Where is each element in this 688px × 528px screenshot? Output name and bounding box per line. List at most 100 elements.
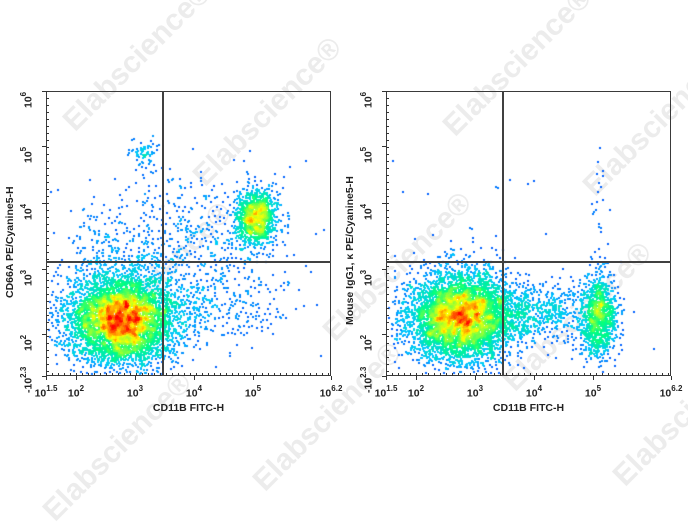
y-minor-tick [46,245,49,246]
tick-exponent: 5 [596,384,602,393]
y-minor-tick [386,280,389,281]
x-minor-tick [482,373,483,376]
tick-exponent: 4 [359,203,368,209]
tick-base: 10 [22,274,35,286]
x-minor-tick [440,373,441,376]
x-minor-tick [650,373,651,376]
tick-exponent: 3 [19,269,28,275]
x-minor-tick [160,373,161,376]
tick-exponent: 4 [537,384,543,393]
tick-base: 10 [525,387,538,400]
tick-exponent: 2.3 [359,366,368,378]
y-tick-mark [382,376,386,377]
y-minor-tick [46,231,49,232]
x-minor-tick [518,373,519,376]
tick-base: 10 [659,387,672,400]
y-minor-tick [386,147,389,148]
x-minor-tick [554,373,555,376]
tick-base: 10 [67,387,80,400]
x-minor-tick [392,373,393,376]
x-tick-label: 102 [408,384,424,400]
tick-base: -10 [22,377,35,393]
y-tick-label: 103 [359,269,375,286]
y-axis-label: CD66A PE/Cyanine5-H [4,186,16,299]
x-minor-tick [154,373,155,376]
x-minor-tick [596,373,597,376]
x-minor-tick [662,373,663,376]
y-minor-tick [386,189,389,190]
tick-exponent: 3 [478,384,484,393]
x-tick-label: 106.2 [659,384,683,400]
x-minor-tick [190,373,191,376]
plot-right: 101.5 102 103 104 105 106.2 -102.3 102 103 104 105… [344,91,682,414]
x-tick-mark [253,376,254,380]
x-minor-tick [64,373,65,376]
tick-exponent: 5 [256,384,262,393]
plot-frame [386,91,671,376]
x-minor-tick [644,373,645,376]
y-minor-tick [386,259,389,260]
plot-left: 101.5 102 103 104 105 106.2 -102.3 102 103 104 105… [4,91,342,414]
y-minor-tick [46,91,49,92]
tick-exponent: 3 [359,269,368,275]
y-tick-mark [382,91,386,92]
x-minor-tick [524,373,525,376]
x-minor-tick [464,373,465,376]
x-minor-tick [76,373,77,376]
x-minor-tick [476,373,477,376]
x-minor-tick [118,373,119,376]
y-minor-tick [46,308,49,309]
y-minor-tick [386,315,389,316]
tick-exponent: 6.2 [331,384,343,393]
tick-exponent: 3 [138,384,144,393]
tick-base: 10 [466,387,479,400]
x-minor-tick [46,373,47,376]
x-tick-mark [593,376,594,380]
tick-exponent: 2 [359,334,368,340]
x-minor-tick [452,373,453,376]
x-minor-tick [310,373,311,376]
x-minor-tick [386,373,387,376]
quadrant-gate-horizontal[interactable] [386,261,671,263]
x-minor-tick [82,373,83,376]
y-minor-tick [46,119,49,120]
x-minor-tick [268,373,269,376]
tick-exponent: 1.5 [46,384,58,393]
y-minor-tick [46,371,49,372]
x-minor-tick [280,373,281,376]
x-minor-tick [58,373,59,376]
quadrant-gate-vertical[interactable] [162,91,164,376]
y-minor-tick [386,231,389,232]
y-tick-label: 104 [19,204,35,220]
x-minor-tick [590,373,591,376]
x-minor-tick [238,373,239,376]
y-axis-label: Mouse IgG1, κ PE/Cyanine5-H [344,176,356,326]
y-minor-tick [46,168,49,169]
x-minor-tick [172,373,173,376]
quadrant-gate-horizontal[interactable] [46,261,331,263]
quadrant-gate-vertical[interactable] [502,91,504,376]
x-minor-tick [94,373,95,376]
y-minor-tick [386,203,389,204]
x-tick-label: 102 [67,384,84,400]
y-minor-tick [46,280,49,281]
y-minor-tick [386,112,389,113]
y-tick-label: 103 [19,269,35,286]
tick-exponent: 4 [197,384,203,393]
x-minor-tick [208,373,209,376]
y-tick-label: -102.3 [359,366,375,393]
y-minor-tick [386,126,389,127]
tick-base: 10 [362,208,375,220]
y-minor-tick [46,329,49,330]
y-minor-tick [46,287,49,288]
x-minor-tick [446,373,447,376]
tick-exponent: 2 [19,334,28,340]
y-minor-tick [46,133,49,134]
y-minor-tick [386,273,389,274]
x-minor-tick [638,373,639,376]
y-minor-tick [46,126,49,127]
x-minor-tick [316,373,317,376]
x-tick-mark [416,376,417,380]
x-minor-tick [106,373,107,376]
tick-base: 10 [34,387,47,400]
